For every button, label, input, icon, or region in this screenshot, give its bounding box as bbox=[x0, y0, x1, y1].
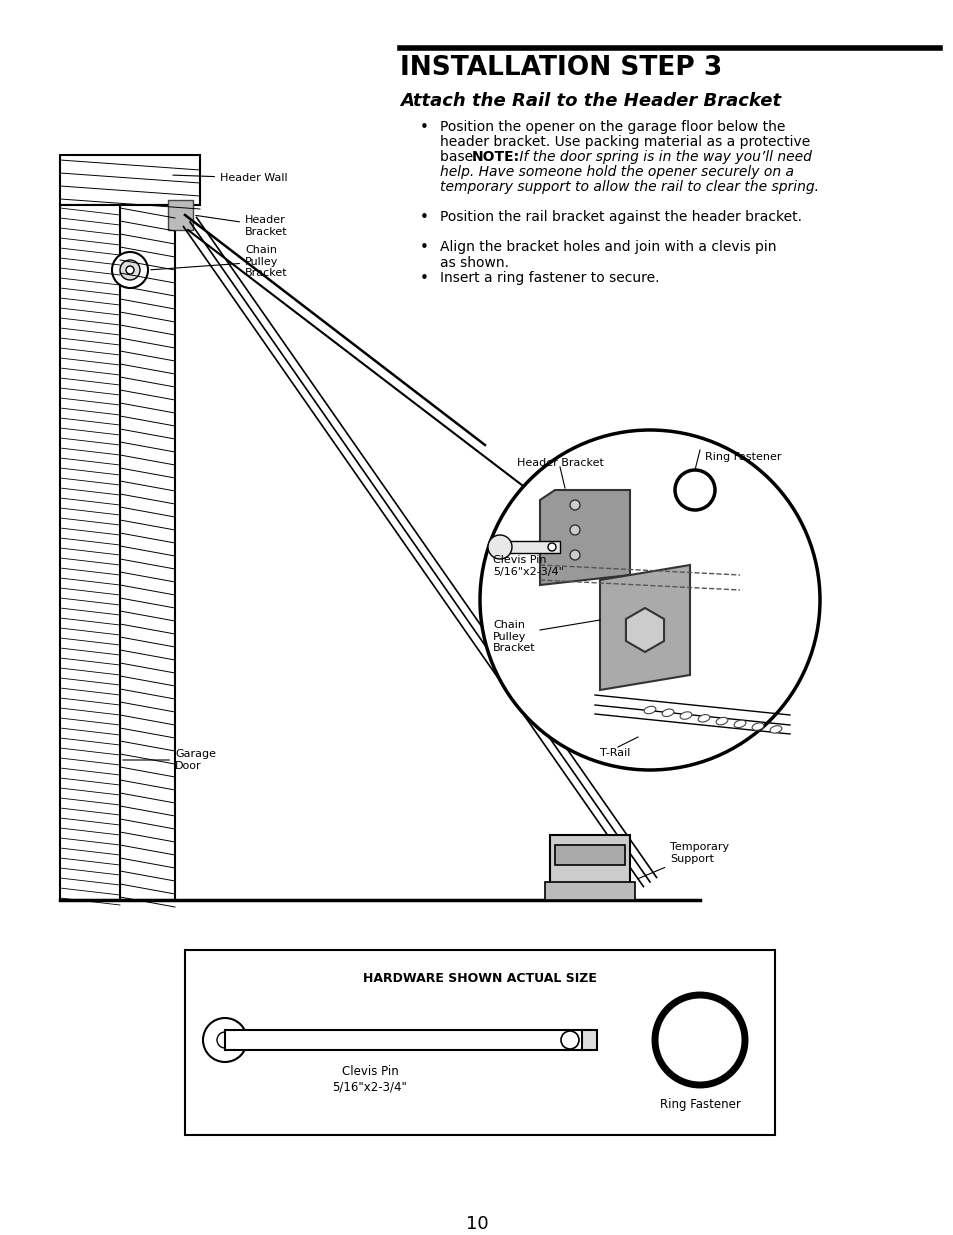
Text: Garage
Door: Garage Door bbox=[123, 750, 215, 771]
Text: Ring Fastener: Ring Fastener bbox=[704, 452, 781, 462]
Ellipse shape bbox=[643, 706, 655, 714]
Bar bbox=[168, 200, 193, 230]
Text: base.: base. bbox=[439, 149, 481, 164]
Circle shape bbox=[479, 430, 820, 769]
Text: header bracket. Use packing material as a protective: header bracket. Use packing material as … bbox=[439, 135, 809, 149]
Text: Chain
Pulley
Bracket: Chain Pulley Bracket bbox=[493, 620, 535, 653]
Ellipse shape bbox=[769, 726, 781, 734]
Text: INSTALLATION STEP 3: INSTALLATION STEP 3 bbox=[399, 56, 721, 82]
Circle shape bbox=[488, 535, 512, 559]
Circle shape bbox=[126, 266, 133, 274]
Ellipse shape bbox=[661, 709, 673, 716]
Polygon shape bbox=[539, 490, 629, 585]
Text: •: • bbox=[419, 120, 429, 135]
Text: help. Have someone hold the opener securely on a: help. Have someone hold the opener secur… bbox=[439, 165, 793, 179]
Text: Align the bracket holes and join with a clevis pin
as shown.: Align the bracket holes and join with a … bbox=[439, 240, 776, 270]
Text: Position the opener on the garage floor below the: Position the opener on the garage floor … bbox=[439, 120, 784, 135]
Text: Clevis Pin
5/16"x2-3/4": Clevis Pin 5/16"x2-3/4" bbox=[333, 1065, 407, 1093]
Text: •: • bbox=[419, 210, 429, 225]
Bar bbox=[555, 845, 624, 864]
Text: temporary support to allow the rail to clear the spring.: temporary support to allow the rail to c… bbox=[439, 180, 818, 194]
Bar bbox=[60, 205, 120, 900]
Ellipse shape bbox=[698, 715, 709, 722]
Bar bbox=[225, 1030, 584, 1050]
Ellipse shape bbox=[679, 711, 691, 719]
Text: If the door spring is in the way you’ll need: If the door spring is in the way you’ll … bbox=[515, 149, 811, 164]
Bar bbox=[60, 156, 200, 205]
Circle shape bbox=[203, 1018, 247, 1062]
Bar bbox=[120, 205, 174, 900]
Text: Position the rail bracket against the header bracket.: Position the rail bracket against the he… bbox=[439, 210, 801, 224]
Text: Clevis Pin
5/16"x2-3/4": Clevis Pin 5/16"x2-3/4" bbox=[493, 555, 563, 577]
Circle shape bbox=[669, 1010, 729, 1070]
Text: •: • bbox=[419, 240, 429, 254]
Ellipse shape bbox=[734, 720, 745, 727]
Circle shape bbox=[655, 995, 744, 1086]
Circle shape bbox=[569, 525, 579, 535]
Text: Header Wall: Header Wall bbox=[172, 173, 287, 183]
Circle shape bbox=[569, 500, 579, 510]
Text: Temporary
Support: Temporary Support bbox=[637, 842, 728, 879]
Text: Header
Bracket: Header Bracket bbox=[195, 215, 287, 237]
Bar bbox=[499, 541, 559, 553]
Text: Header Bracket: Header Bracket bbox=[517, 458, 603, 468]
Circle shape bbox=[547, 543, 556, 551]
Text: Insert a ring fastener to secure.: Insert a ring fastener to secure. bbox=[439, 270, 659, 285]
Polygon shape bbox=[599, 564, 689, 690]
Circle shape bbox=[569, 550, 579, 559]
Text: Ring Fastener: Ring Fastener bbox=[659, 1098, 740, 1112]
Polygon shape bbox=[625, 608, 663, 652]
Text: HARDWARE SHOWN ACTUAL SIZE: HARDWARE SHOWN ACTUAL SIZE bbox=[363, 972, 597, 986]
Circle shape bbox=[560, 1031, 578, 1049]
Text: T-Rail: T-Rail bbox=[599, 748, 630, 758]
Ellipse shape bbox=[751, 722, 763, 730]
Text: Chain
Pulley
Bracket: Chain Pulley Bracket bbox=[151, 245, 287, 278]
Circle shape bbox=[682, 478, 706, 501]
Text: NOTE:: NOTE: bbox=[472, 149, 519, 164]
Bar bbox=[581, 1030, 597, 1050]
Text: •: • bbox=[419, 270, 429, 287]
Circle shape bbox=[112, 252, 148, 288]
Circle shape bbox=[216, 1032, 233, 1049]
Text: 10: 10 bbox=[465, 1215, 488, 1233]
Bar bbox=[185, 950, 774, 1135]
Bar bbox=[544, 882, 635, 900]
Ellipse shape bbox=[716, 718, 727, 725]
Circle shape bbox=[120, 261, 140, 280]
Circle shape bbox=[675, 471, 714, 510]
Bar bbox=[550, 835, 629, 885]
Text: Attach the Rail to the Header Bracket: Attach the Rail to the Header Bracket bbox=[399, 91, 781, 110]
